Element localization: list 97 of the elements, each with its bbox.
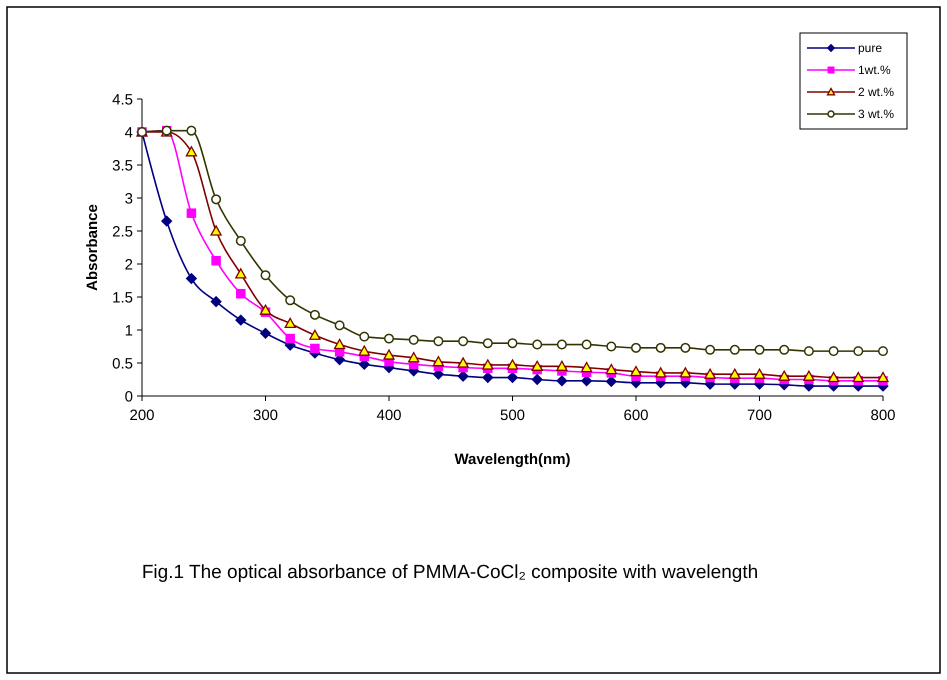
point (508, 338, 518, 348)
point (211, 256, 221, 266)
point (730, 344, 740, 355)
point (359, 332, 370, 342)
x-tick-label: 200 (129, 407, 155, 424)
point (358, 345, 370, 356)
y-tick-label: 1.5 (112, 289, 133, 306)
point (334, 320, 345, 330)
point (210, 296, 222, 308)
point (211, 194, 222, 204)
y-tick-label: 1 (124, 322, 133, 340)
x-tick-label: 800 (870, 407, 896, 424)
y-tick-label: 4.5 (112, 91, 133, 108)
point (656, 342, 666, 353)
y-tick-label: 0.5 (112, 355, 133, 372)
x-tick-label: 500 (500, 407, 526, 424)
point (236, 236, 246, 246)
legend-label: 3 wt.% (858, 107, 894, 122)
legend-label: pure (858, 41, 882, 56)
point (310, 310, 320, 320)
point (235, 314, 246, 326)
point (186, 126, 196, 136)
point (803, 370, 815, 381)
point (310, 344, 320, 354)
point (877, 372, 889, 382)
point (408, 334, 419, 345)
point (457, 357, 469, 368)
point (532, 360, 543, 371)
point (704, 368, 716, 379)
point (580, 362, 592, 372)
point (729, 368, 740, 379)
point (853, 346, 864, 356)
point (754, 368, 766, 379)
point (556, 375, 568, 386)
y-axis-title: Absorbance (84, 204, 101, 291)
y-tick-label: 3 (124, 190, 133, 208)
point (235, 268, 246, 279)
y-tick-label: 2 (124, 256, 133, 274)
legend-label: 1wt.% (858, 63, 892, 78)
point (285, 334, 295, 344)
y-tick-label: 4 (124, 124, 133, 142)
point (408, 352, 420, 362)
point (878, 346, 888, 356)
x-tick-label: 600 (623, 407, 649, 424)
point (778, 370, 790, 381)
point (852, 372, 864, 382)
point (482, 359, 494, 370)
point (828, 346, 839, 356)
y-tick-label: 3.5 (112, 157, 133, 174)
point (754, 344, 764, 355)
point (482, 338, 493, 348)
legend-label: 2 wt.% (858, 85, 894, 100)
point (630, 366, 642, 376)
point (705, 344, 716, 355)
point (458, 370, 469, 382)
point (433, 336, 444, 346)
point (828, 372, 840, 382)
point (631, 342, 641, 353)
point (186, 208, 196, 218)
point (161, 216, 172, 227)
point (236, 288, 246, 298)
point (284, 318, 296, 328)
point (655, 367, 666, 378)
point (582, 340, 592, 350)
point (606, 364, 617, 374)
point (556, 340, 567, 350)
point (532, 374, 543, 385)
point (506, 359, 518, 370)
y-tick-label: 2.5 (112, 223, 133, 240)
point (556, 360, 568, 371)
x-tick-label: 300 (252, 407, 278, 424)
point (779, 344, 790, 355)
caption: Fig.1 The optical absorbance of PMMA-CoCl₂ composite with wavelength (142, 562, 758, 583)
point (186, 273, 197, 284)
point (432, 356, 444, 366)
point (260, 270, 270, 280)
point (458, 336, 468, 346)
point (384, 334, 394, 344)
point (507, 372, 518, 384)
point (606, 342, 616, 352)
point (482, 372, 494, 384)
point (532, 340, 542, 350)
point (680, 367, 692, 378)
point (186, 146, 198, 156)
point (383, 349, 395, 360)
point (285, 295, 296, 306)
y-tick-label: 0 (124, 388, 133, 406)
x-axis-title: Wavelength(nm) (454, 451, 571, 468)
x-tick-label: 700 (746, 407, 772, 424)
point (334, 338, 346, 350)
point (260, 328, 271, 339)
point (680, 342, 690, 353)
point (309, 330, 321, 340)
point (260, 304, 272, 315)
point (804, 346, 814, 356)
x-tick-label: 400 (376, 407, 402, 424)
point (210, 225, 222, 236)
